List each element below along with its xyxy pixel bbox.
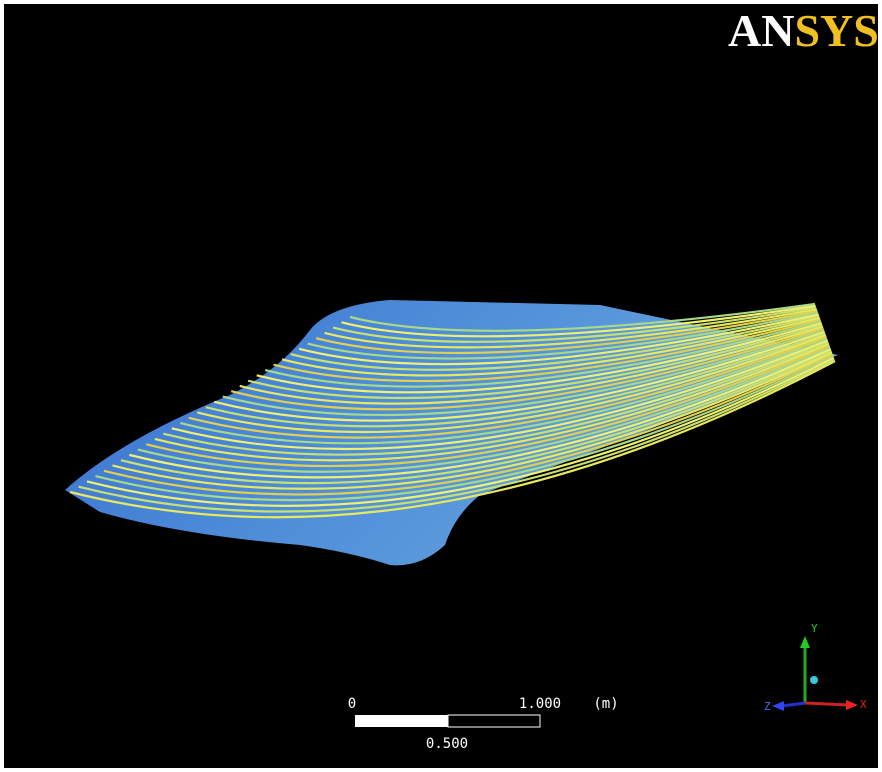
axis-label: Y <box>811 622 818 635</box>
origin-marker <box>810 676 818 684</box>
scale-label: 0 <box>348 696 356 712</box>
scale-bar-filled <box>355 715 448 727</box>
scale-label: 1.000 <box>519 696 561 712</box>
logo-part: AN <box>728 5 794 56</box>
axis-label: Z <box>764 700 771 713</box>
viewport: ANSYS 0 1.000 (m) 0.500 Y X Z <box>0 0 882 772</box>
scale-label: 0.500 <box>426 736 468 752</box>
logo-part: SYS <box>794 5 878 56</box>
logo: ANSYS <box>728 5 879 56</box>
x-axis <box>805 703 848 705</box>
axis-label: X <box>860 698 867 711</box>
scale-unit: (m) <box>593 696 618 712</box>
